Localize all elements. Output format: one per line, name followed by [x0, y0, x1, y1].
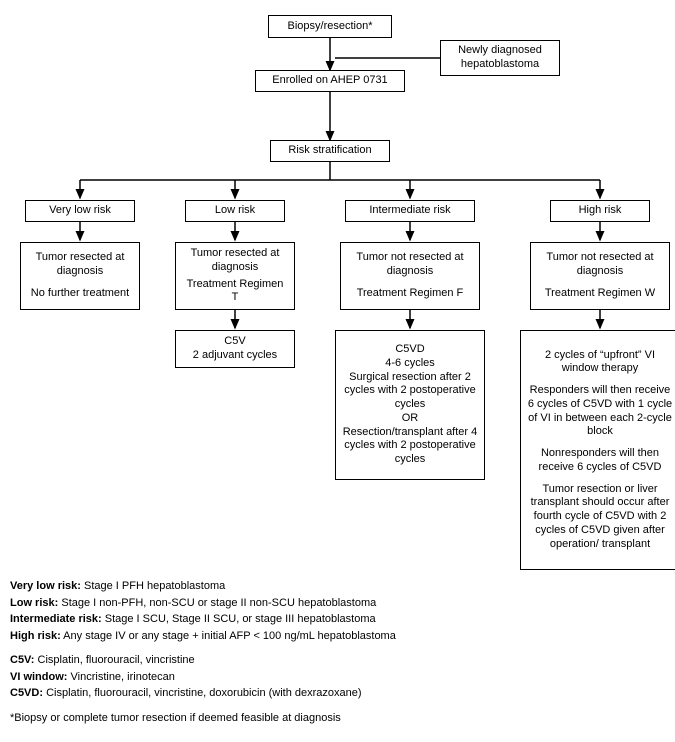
text: Biopsy/resection* — [288, 20, 373, 34]
l5: Resection/transplant after 4 cycles with… — [342, 426, 478, 467]
legend-risk-defs: Very low risk: Stage I PFH hepatoblastom… — [10, 578, 665, 644]
txt: Cisplatin, fluorouracil, vincristine, do… — [43, 687, 362, 699]
lbl: C5V: — [10, 654, 34, 666]
node-enrolled: Enrolled on AHEP 0731 — [255, 70, 405, 92]
flowchart-canvas: Biopsy/resection* Newly diagnosed hepato… — [10, 10, 665, 570]
text: Low risk — [215, 204, 255, 218]
text: High risk — [579, 204, 622, 218]
node-low-body: Tumor resected at diagnosis Treatment Re… — [175, 242, 295, 310]
node-int-body: Tumor not resected at diagnosis Treatmen… — [340, 242, 480, 310]
node-biopsy: Biopsy/resection* — [268, 15, 392, 38]
node-vlow-header: Very low risk — [25, 200, 135, 222]
txt: Vincristine, irinotecan — [67, 671, 174, 683]
l1: Tumor resected at diagnosis — [182, 247, 288, 275]
txt: Stage I PFH hepatoblastoma — [81, 580, 225, 592]
legend-regimens: C5V: Cisplatin, fluorouracil, vincristin… — [10, 652, 665, 702]
node-int-detail: C5VD 4-6 cycles Surgical resection after… — [335, 330, 485, 480]
text: Newly diagnosed hepatoblastoma — [447, 44, 553, 72]
l2: Treatment Regimen W — [545, 287, 655, 301]
l2: 4-6 cycles — [385, 357, 435, 371]
node-vlow-body: Tumor resected at diagnosis No further t… — [20, 242, 140, 310]
lbl: Intermediate risk: — [10, 613, 102, 625]
text: Intermediate risk — [369, 204, 450, 218]
legend: Very low risk: Stage I PFH hepatoblastom… — [10, 578, 665, 726]
l2: No further treatment — [31, 287, 129, 301]
text: Enrolled on AHEP 0731 — [272, 74, 387, 88]
node-newly-diagnosed: Newly diagnosed hepatoblastoma — [440, 40, 560, 76]
node-low-detail: C5V 2 adjuvant cycles — [175, 330, 295, 368]
txt: Cisplatin, fluorouracil, vincristine — [34, 654, 194, 666]
text: Very low risk — [49, 204, 111, 218]
lbl: VI window: — [10, 671, 67, 683]
text: Risk stratification — [288, 144, 371, 158]
l1: Tumor not resected at diagnosis — [347, 251, 473, 279]
node-high-header: High risk — [550, 200, 650, 222]
lbl: Very low risk: — [10, 580, 81, 592]
l4: Tumor resection or liver transplant shou… — [527, 483, 673, 552]
legend-footnote: *Biopsy or complete tumor resection if d… — [10, 710, 665, 727]
node-int-header: Intermediate risk — [345, 200, 475, 222]
txt: Any stage IV or any stage + initial AFP … — [61, 630, 396, 642]
l1: 2 cycles of “upfront” VI window therapy — [527, 349, 673, 377]
node-high-body: Tumor not resected at diagnosis Treatmen… — [530, 242, 670, 310]
node-risk-strat: Risk stratification — [270, 140, 390, 162]
l4: OR — [402, 412, 419, 426]
l1: C5V — [224, 335, 245, 349]
node-high-detail: 2 cycles of “upfront” VI window therapy … — [520, 330, 675, 570]
l2: Treatment Regimen T — [182, 278, 288, 306]
lbl: C5VD: — [10, 687, 43, 699]
lbl: Low risk: — [10, 597, 58, 609]
lbl: High risk: — [10, 630, 61, 642]
l1: Tumor resected at diagnosis — [27, 251, 133, 279]
txt: Stage I non-PFH, non-SCU or stage II non… — [58, 597, 376, 609]
l2: 2 adjuvant cycles — [193, 349, 277, 363]
l3: Surgical resection after 2 cycles with 2… — [342, 371, 478, 412]
node-low-header: Low risk — [185, 200, 285, 222]
txt: Stage I SCU, Stage II SCU, or stage III … — [102, 613, 376, 625]
l1: Tumor not resected at diagnosis — [537, 251, 663, 279]
l3: Nonresponders will then receive 6 cycles… — [527, 447, 673, 475]
l1: C5VD — [395, 343, 424, 357]
l2: Treatment Regimen F — [357, 287, 464, 301]
l2: Responders will then receive 6 cycles of… — [527, 384, 673, 439]
